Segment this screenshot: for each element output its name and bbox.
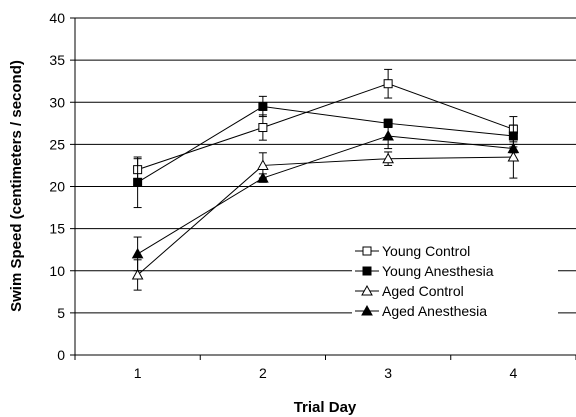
legend-marker xyxy=(362,266,372,276)
x-tick-labels: 1 2 3 4 xyxy=(74,355,576,381)
data-point xyxy=(507,150,520,162)
data-point xyxy=(382,129,394,141)
legend-item: Young Anesthesia xyxy=(355,263,494,279)
series-layer xyxy=(131,68,520,291)
legend-marker xyxy=(362,246,372,256)
x-tick-label: 3 xyxy=(384,365,392,381)
data-point xyxy=(133,177,143,187)
y-tick-label: 40 xyxy=(49,10,65,26)
legend-label: Young Anesthesia xyxy=(382,263,494,279)
data-point xyxy=(131,247,144,259)
data-point xyxy=(507,142,520,154)
legend-marker xyxy=(361,304,373,316)
y-tick-labels: 0 5 10 15 20 25 30 35 40 xyxy=(49,10,75,363)
legend: Young Control Young Anesthesia Aged Contro… xyxy=(352,236,558,336)
x-tick-label: 4 xyxy=(509,365,517,381)
series-young-control xyxy=(133,68,518,182)
y-tick-label: 35 xyxy=(49,52,65,68)
data-point xyxy=(258,101,268,111)
legend-background xyxy=(352,236,558,336)
x-tick-label: 2 xyxy=(259,365,267,381)
y-tick-label: 20 xyxy=(49,179,65,195)
y-axis-title: Swim Speed (centimeters / second) xyxy=(8,60,25,312)
series-line xyxy=(137,156,514,276)
data-point xyxy=(383,79,393,89)
y-tick-label: 5 xyxy=(57,305,65,321)
legend-label: Young Control xyxy=(382,243,470,259)
data-point xyxy=(258,123,268,133)
y-tick-label: 25 xyxy=(49,136,65,152)
gridlines xyxy=(75,17,576,314)
y-tick-label: 30 xyxy=(49,94,65,110)
series-line xyxy=(137,105,514,183)
series-line xyxy=(137,135,514,255)
series-line xyxy=(137,83,514,171)
legend-label: Aged Anesthesia xyxy=(382,303,487,319)
data-point xyxy=(382,152,394,164)
x-axis-title: Trial Day xyxy=(294,399,357,416)
legend-marker xyxy=(361,284,373,296)
x-tick-label: 1 xyxy=(134,365,142,381)
y-tick-label: 10 xyxy=(49,263,65,279)
data-point xyxy=(257,159,269,170)
legend-item: Aged Anesthesia xyxy=(355,303,487,319)
legend-label: Aged Control xyxy=(382,283,464,299)
legend-item: Young Control xyxy=(355,243,470,259)
data-point xyxy=(257,172,269,183)
y-tick-label: 0 xyxy=(57,347,65,363)
legend-item: Aged Control xyxy=(355,283,464,299)
series-aged-anesthesia xyxy=(131,122,520,272)
data-point xyxy=(131,268,144,280)
y-tick-label: 15 xyxy=(49,221,65,237)
